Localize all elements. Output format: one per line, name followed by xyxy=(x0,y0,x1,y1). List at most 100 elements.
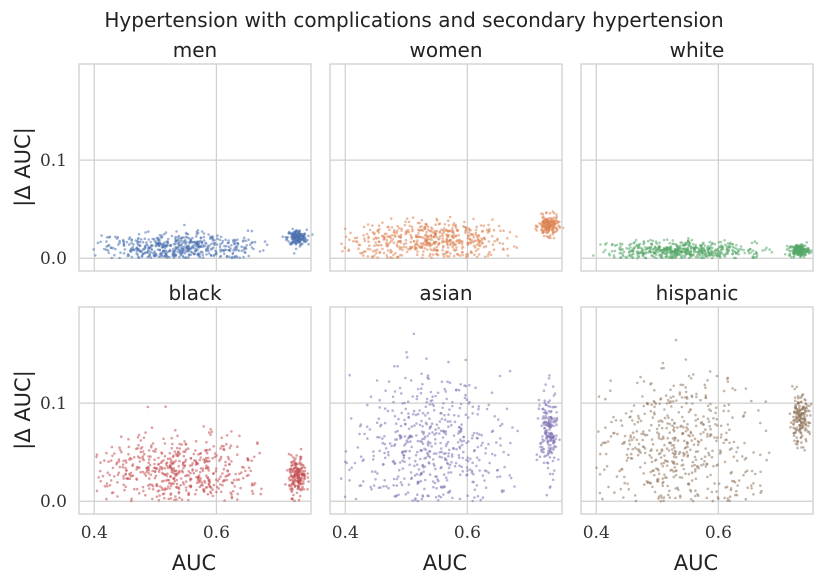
data-point xyxy=(548,472,552,476)
data-point xyxy=(628,439,631,442)
data-point xyxy=(458,254,462,257)
data-point xyxy=(792,255,796,259)
data-point xyxy=(722,409,725,413)
data-point xyxy=(614,419,618,422)
data-point xyxy=(448,408,451,411)
data-point xyxy=(386,450,390,454)
data-point xyxy=(668,401,671,405)
data-point xyxy=(763,248,767,252)
data-point xyxy=(550,432,554,436)
data-point xyxy=(378,449,382,453)
data-point xyxy=(808,404,811,408)
data-point xyxy=(684,390,688,394)
data-point xyxy=(550,446,553,450)
data-point xyxy=(399,424,403,428)
data-point xyxy=(673,421,676,425)
data-point xyxy=(623,481,626,485)
data-point xyxy=(472,480,476,484)
data-point xyxy=(714,423,717,426)
data-point xyxy=(714,249,717,252)
data-point xyxy=(509,476,513,480)
data-point xyxy=(742,248,745,252)
data-point xyxy=(431,230,435,234)
data-point xyxy=(735,489,738,493)
data-point xyxy=(440,417,444,421)
data-point xyxy=(677,488,680,492)
data-point xyxy=(680,476,684,479)
panel-title: white xyxy=(670,38,725,62)
x-tick-label: 0.4 xyxy=(583,523,610,543)
data-point xyxy=(128,477,132,481)
data-point xyxy=(512,245,516,248)
data-point xyxy=(187,245,190,248)
data-point xyxy=(288,484,291,488)
data-point xyxy=(281,235,285,238)
data-point xyxy=(403,401,406,405)
data-point xyxy=(258,250,262,253)
data-point xyxy=(445,479,449,482)
data-point xyxy=(191,236,194,240)
data-point xyxy=(634,499,638,503)
data-point xyxy=(425,248,429,251)
data-point xyxy=(170,468,174,471)
data-point xyxy=(115,461,119,464)
data-point xyxy=(180,236,183,240)
data-point xyxy=(454,243,457,246)
data-point xyxy=(429,425,433,428)
data-point xyxy=(805,414,809,417)
data-point xyxy=(641,254,645,258)
data-point xyxy=(307,480,310,483)
data-point xyxy=(390,256,394,260)
data-point xyxy=(168,244,172,247)
data-point xyxy=(672,443,676,447)
data-point xyxy=(170,436,173,440)
data-point xyxy=(253,240,257,244)
data-point xyxy=(506,236,509,240)
data-point xyxy=(244,469,247,473)
data-point xyxy=(292,241,295,244)
data-point xyxy=(482,245,486,249)
data-point xyxy=(290,235,293,239)
data-point xyxy=(792,415,795,419)
data-point xyxy=(189,477,192,481)
data-point xyxy=(137,492,141,495)
data-point xyxy=(311,233,314,236)
data-point xyxy=(632,241,635,245)
panel-title: black xyxy=(168,281,222,305)
data-point xyxy=(285,238,288,242)
data-point xyxy=(148,483,152,486)
data-point xyxy=(541,438,544,441)
data-point xyxy=(658,241,661,245)
data-point xyxy=(720,245,723,249)
data-point xyxy=(412,240,416,243)
data-point xyxy=(153,462,156,466)
data-point xyxy=(657,420,661,423)
data-point xyxy=(405,350,408,354)
data-point xyxy=(740,248,743,251)
data-point xyxy=(423,487,426,491)
data-point xyxy=(666,398,670,402)
data-point xyxy=(389,251,392,254)
data-point xyxy=(440,456,444,459)
data-point xyxy=(122,459,125,463)
data-point xyxy=(625,246,628,250)
data-point xyxy=(433,232,437,235)
data-point xyxy=(630,410,633,413)
data-point xyxy=(601,497,604,501)
data-point xyxy=(407,412,410,415)
data-point xyxy=(473,488,477,492)
data-point xyxy=(468,468,472,471)
data-point xyxy=(149,455,152,458)
data-point xyxy=(710,249,713,253)
data-point xyxy=(471,461,474,465)
data-point xyxy=(386,409,390,413)
data-point xyxy=(403,444,406,447)
data-point xyxy=(228,472,231,476)
data-point xyxy=(416,250,419,253)
data-point xyxy=(651,416,655,419)
data-point xyxy=(209,433,212,436)
data-point xyxy=(674,436,677,440)
data-point xyxy=(111,491,115,494)
data-point xyxy=(439,495,443,499)
data-point xyxy=(287,232,291,235)
